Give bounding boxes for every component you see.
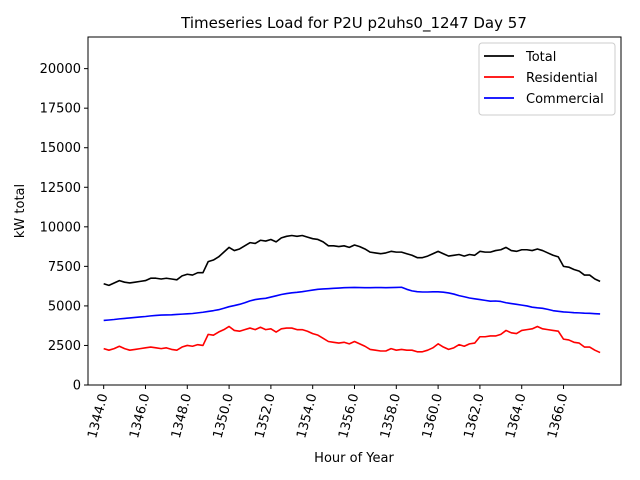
x-tick-label: 1360.0 bbox=[420, 392, 446, 440]
x-tick-label: 1348.0 bbox=[169, 392, 195, 440]
y-tick-label: 0 bbox=[73, 379, 81, 394]
y-tick-label: 2500 bbox=[48, 339, 81, 354]
x-axis: 1344.0 1346.0 1348.0 1350.0 1352.0 1354.0 1356… bbox=[85, 385, 571, 440]
x-tick-label: 1364.0 bbox=[503, 392, 529, 440]
legend-box bbox=[478, 42, 616, 116]
y-tick-label: 10000 bbox=[40, 220, 81, 235]
x-tick-label: 1350.0 bbox=[211, 392, 237, 440]
y-tick-label: 20000 bbox=[40, 62, 81, 77]
series-line-total bbox=[103, 234, 601, 287]
chart-title: Timeseries Load for P2U p2uhs0_1247 Day … bbox=[180, 14, 527, 33]
x-tick-label: 1358.0 bbox=[378, 392, 404, 440]
y-tick-label: 7500 bbox=[48, 260, 81, 275]
x-tick-label: 1354.0 bbox=[294, 392, 320, 440]
x-tick-label: 1356.0 bbox=[336, 392, 362, 440]
legend-label-total: Total bbox=[525, 50, 556, 65]
x-tick-label: 1352.0 bbox=[252, 392, 278, 440]
series-line-commercial bbox=[103, 286, 601, 322]
x-tick-label: 1344.0 bbox=[85, 392, 111, 440]
y-tick-label: 5000 bbox=[48, 299, 81, 314]
x-tick-label: 1366.0 bbox=[545, 392, 571, 440]
y-tick-label: 12500 bbox=[40, 181, 81, 196]
y-axis: 0 2500 5000 7500 10000 12500 15000 17500 20000 bbox=[40, 62, 88, 394]
series-layer bbox=[103, 234, 601, 354]
y-tick-label: 15000 bbox=[40, 141, 81, 156]
legend: Total Residential Commercial bbox=[478, 42, 616, 116]
series-line-residential bbox=[103, 325, 601, 354]
y-axis-label: kW total bbox=[13, 184, 28, 238]
legend-label-commercial: Commercial bbox=[526, 92, 604, 107]
x-tick-label: 1346.0 bbox=[127, 392, 153, 440]
x-axis-label: Hour of Year bbox=[314, 451, 394, 466]
y-tick-label: 17500 bbox=[40, 102, 81, 117]
legend-label-residential: Residential bbox=[526, 71, 598, 86]
x-tick-label: 1362.0 bbox=[462, 392, 488, 440]
